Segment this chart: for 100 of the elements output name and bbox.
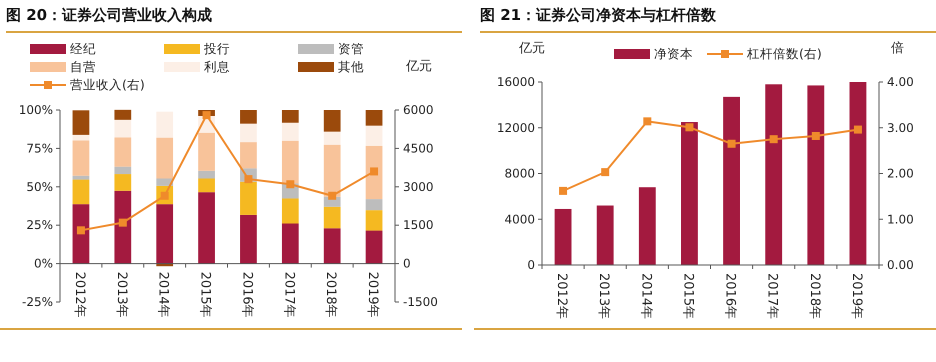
y-tick-label: 50% xyxy=(26,180,53,194)
x-tick-label: 2018年 xyxy=(806,273,822,320)
legend-label: 资管 xyxy=(338,40,364,58)
x-tick-label: 2014年 xyxy=(156,272,171,318)
bar xyxy=(765,84,782,265)
point xyxy=(328,192,336,200)
bar xyxy=(282,122,299,141)
bar xyxy=(156,112,174,138)
x-tick-label: 2016年 xyxy=(722,273,738,320)
chart-title: 图 20：证券公司营业收入构成 xyxy=(6,6,462,33)
y2-tick-label: 3.00 xyxy=(887,120,914,135)
legend-label: 投行 xyxy=(204,40,230,58)
bar xyxy=(72,204,90,264)
bar xyxy=(240,214,257,264)
bar xyxy=(72,110,90,135)
y2-tick-label: 4.00 xyxy=(887,75,914,89)
bar xyxy=(114,110,132,120)
y2-axis-title: 亿元 xyxy=(405,59,432,74)
point xyxy=(118,218,127,227)
x-tick-label: 2013年 xyxy=(596,273,612,320)
bar xyxy=(72,176,90,180)
bar xyxy=(198,132,215,171)
legend-label: 净资本 xyxy=(654,46,693,62)
bar xyxy=(282,224,299,264)
bar xyxy=(198,170,215,179)
bar xyxy=(366,146,382,200)
y-tick-label: -25% xyxy=(22,295,53,309)
y2-tick-label: 0.00 xyxy=(887,258,914,272)
bar xyxy=(114,190,132,264)
bar xyxy=(156,138,174,179)
y-tick-label: 4000 xyxy=(504,212,535,226)
point xyxy=(685,123,694,132)
x-tick-label: 2016年 xyxy=(239,272,254,318)
point xyxy=(559,186,568,195)
x-tick-label: 2019年 xyxy=(365,272,380,318)
bar xyxy=(282,198,299,224)
y2-tick-label: -1500 xyxy=(403,295,438,309)
y-tick-label: 8000 xyxy=(504,166,535,180)
bar xyxy=(681,122,698,265)
bar xyxy=(324,206,341,228)
legend-label: 其他 xyxy=(338,58,364,76)
y-tick-label: 0 xyxy=(527,258,535,272)
y2-axis-title: 倍 xyxy=(891,41,904,56)
point xyxy=(286,180,294,188)
y2-tick-label: 6000 xyxy=(403,103,434,117)
legend-label: 利息 xyxy=(204,58,230,76)
bar xyxy=(114,174,132,191)
x-tick-label: 2015年 xyxy=(198,272,213,318)
y-tick-label: 100% xyxy=(18,103,53,117)
bar xyxy=(324,110,341,132)
point xyxy=(854,126,862,134)
x-tick-label: 2017年 xyxy=(764,273,780,320)
bar xyxy=(114,120,132,138)
x-tick-label: 2019年 xyxy=(848,273,864,320)
y2-tick-label: 1500 xyxy=(403,218,434,232)
bar xyxy=(198,178,215,192)
bar xyxy=(366,110,382,126)
y2-tick-label: 2.00 xyxy=(887,166,914,180)
bar xyxy=(554,208,572,265)
y2-tick-label: 3000 xyxy=(403,180,434,194)
point xyxy=(643,117,652,126)
x-tick-label: 2018年 xyxy=(323,272,338,318)
bar xyxy=(240,182,257,215)
point xyxy=(728,140,736,148)
y-tick-label: 12000 xyxy=(496,120,535,135)
bar xyxy=(156,204,174,264)
bar xyxy=(240,110,257,124)
point xyxy=(202,111,211,120)
y-tick-label: 75% xyxy=(26,141,53,156)
bar xyxy=(282,110,299,123)
y-tick-label: 16000 xyxy=(496,75,535,89)
y-axis-title: 亿元 xyxy=(518,41,545,56)
y-tick-label: 25% xyxy=(26,218,53,232)
chart-title: 图 21：证券公司净资本与杠杆倍数 xyxy=(480,6,936,33)
bar xyxy=(324,228,341,264)
x-tick-label: 2017年 xyxy=(281,272,296,318)
point xyxy=(76,226,85,234)
x-tick-label: 2012年 xyxy=(554,273,570,320)
y2-tick-label: 1.00 xyxy=(887,212,914,226)
legend-label: 杠杆倍数(右) xyxy=(747,46,822,62)
bar xyxy=(72,180,90,204)
bar xyxy=(72,140,90,176)
point xyxy=(770,135,778,144)
y2-tick-label: 0 xyxy=(403,256,411,271)
bar xyxy=(638,187,656,265)
bar xyxy=(198,192,215,264)
bar xyxy=(72,134,90,140)
bar xyxy=(240,124,257,142)
x-tick-label: 2012年 xyxy=(72,272,87,318)
bar xyxy=(723,96,740,265)
bar xyxy=(114,166,132,174)
bar xyxy=(324,144,341,197)
legend-label: 自营 xyxy=(70,58,96,76)
y2-tick-label: 4500 xyxy=(403,141,434,156)
legend-label: 营业收入(右) xyxy=(70,76,145,94)
point xyxy=(812,132,820,140)
x-tick-label: 2014年 xyxy=(638,273,654,320)
x-tick-label: 2013年 xyxy=(114,272,129,318)
bar xyxy=(366,210,382,231)
bar xyxy=(240,142,257,168)
